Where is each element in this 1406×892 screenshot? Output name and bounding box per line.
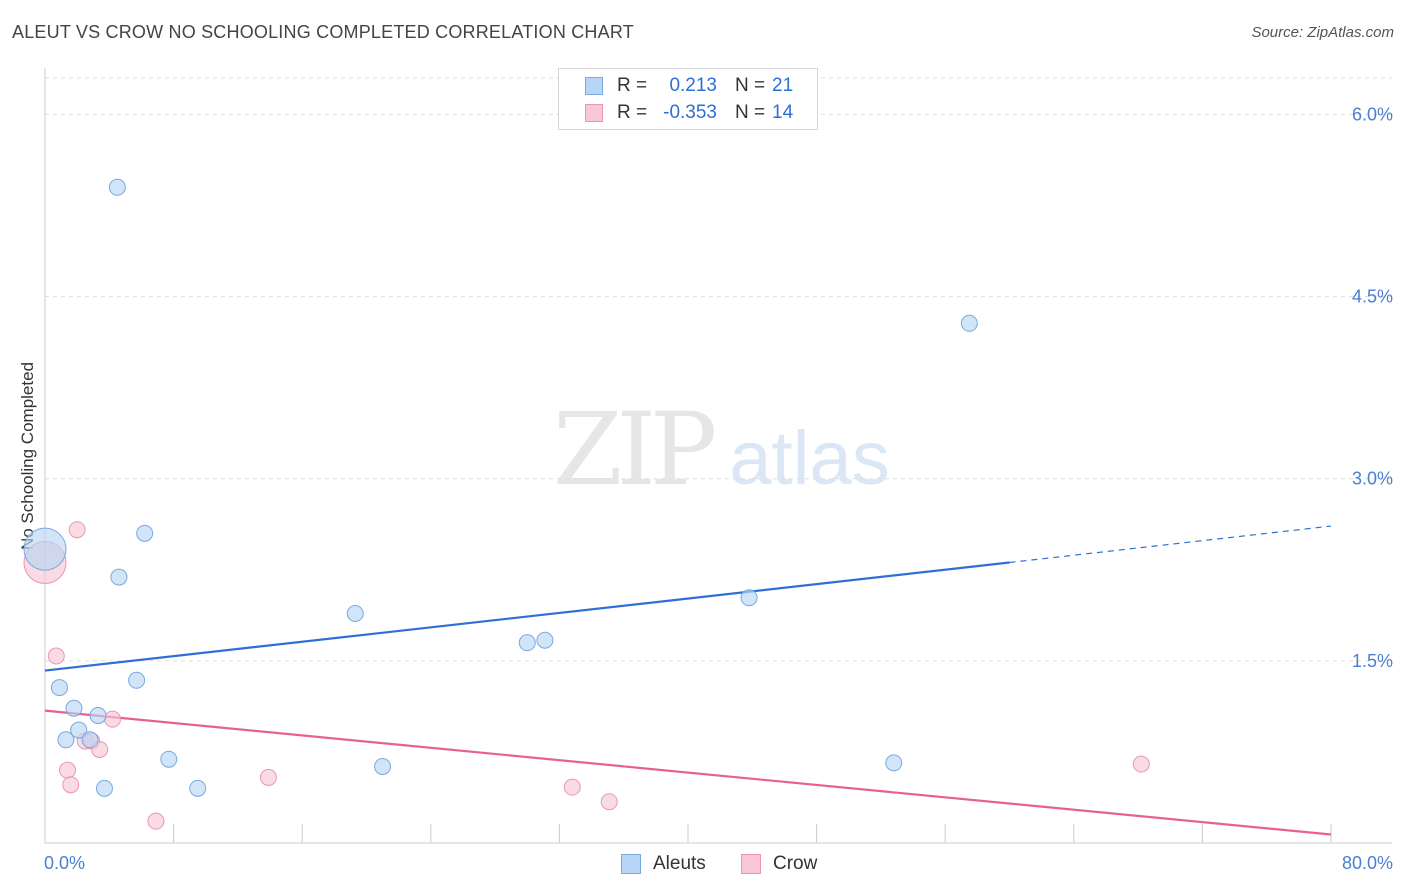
legend-n-value: 21 — [772, 75, 794, 96]
legend-n-value: 14 — [772, 102, 794, 123]
aleuts-point — [57, 731, 75, 749]
y-tick-label: 1.5% — [1352, 651, 1393, 671]
legend-r-value: 0.213 — [669, 75, 717, 96]
crow-point — [68, 521, 86, 539]
axes-layer — [44, 68, 1392, 844]
crow-point — [62, 776, 80, 794]
crow-point — [104, 710, 122, 728]
legend-r-label: R = — [617, 102, 648, 123]
trend-layer — [44, 525, 1332, 836]
series-swatch-aleuts — [621, 854, 641, 874]
crow-point — [59, 761, 77, 779]
aleuts-point — [518, 634, 536, 652]
aleuts-point — [128, 671, 146, 689]
aleuts-point — [50, 679, 68, 697]
aleuts-point — [23, 527, 67, 571]
crow-point — [47, 647, 65, 665]
aleuts-point — [374, 758, 392, 775]
crow-point — [259, 768, 277, 786]
series-legend-aleuts: Aleuts — [621, 852, 706, 876]
grid-layer — [45, 77, 1392, 662]
legend-swatch-aleuts — [585, 77, 603, 95]
aleuts-point — [189, 779, 207, 797]
source-label: Source: ZipAtlas.com — [1251, 24, 1394, 41]
crow-trend-line — [44, 709, 1332, 836]
aleuts-trend-line — [44, 561, 1010, 672]
x-tick-label: 0.0% — [44, 853, 85, 873]
crow-point — [600, 793, 618, 811]
correlation-legend: R = 0.213 N = 21 R = -0.353 N = 14 — [558, 68, 818, 130]
aleuts-point — [346, 605, 364, 622]
aleuts-point — [70, 721, 88, 739]
legend-r-label: R = — [617, 75, 648, 96]
aleuts-point — [536, 631, 554, 649]
aleuts-trend-extension — [1009, 525, 1332, 564]
y-tick-label: 6.0% — [1352, 104, 1393, 124]
points-layer — [23, 178, 1150, 830]
chart-title: ALEUT VS CROW NO SCHOOLING COMPLETED COR… — [12, 22, 634, 42]
tick-labels-layer: 1.5% 3.0% 4.5% 6.0% 0.0% 80.0% — [44, 104, 1393, 873]
aleuts-point — [136, 524, 154, 542]
crow-point — [147, 812, 165, 830]
series-legend-crow: Crow — [741, 852, 817, 876]
y-tick-label: 3.0% — [1352, 469, 1393, 489]
aleuts-point — [89, 707, 107, 724]
aleuts-point — [960, 314, 978, 332]
aleuts-point — [108, 178, 126, 196]
aleuts-point — [65, 699, 83, 717]
legend-r-value: -0.353 — [663, 102, 717, 123]
y-tick-label: 4.5% — [1352, 287, 1393, 307]
series-label-aleuts: Aleuts — [653, 853, 706, 874]
crow-point — [1132, 755, 1150, 773]
legend-n-label: N = — [735, 102, 766, 123]
aleuts-point — [110, 568, 128, 586]
x-tick-label: 80.0% — [1342, 853, 1393, 873]
aleuts-point — [160, 750, 178, 768]
watermark-zip: ZIP — [553, 391, 717, 508]
aleuts-point — [81, 731, 99, 749]
watermark-atlas: atlas — [729, 416, 890, 501]
series-swatch-crow — [741, 854, 761, 874]
aleuts-point — [885, 754, 903, 772]
series-label-crow: Crow — [773, 853, 818, 874]
crow-point — [563, 778, 581, 796]
watermark: ZIP atlas — [553, 400, 890, 500]
aleuts-point — [740, 589, 758, 607]
aleuts-point — [95, 779, 113, 797]
legend-n-label: N = — [735, 75, 766, 96]
legend-swatch-crow — [585, 104, 603, 122]
